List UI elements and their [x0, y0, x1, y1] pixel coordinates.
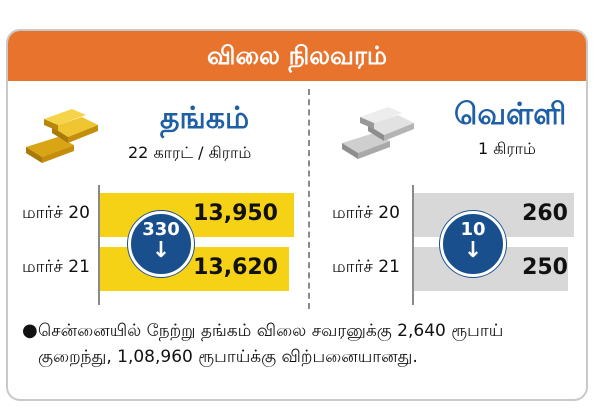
section-divider: [308, 89, 310, 309]
gold-bar-value: 13,950: [193, 201, 278, 226]
price-card: விலை நிலவரம் தங்கம் 22 காரட் / கிராம் மா…: [6, 29, 588, 401]
gold-bar-value: 13,620: [193, 255, 278, 280]
silver-title: வெள்ளி: [454, 97, 567, 132]
silver-bar-value: 250: [522, 255, 568, 280]
bullet-icon: ●: [22, 320, 38, 341]
silver-axis: [412, 185, 414, 305]
silver-bars-icon: [342, 107, 414, 159]
silver-change-value: 10: [460, 219, 486, 240]
gold-row-label: மார்ச் 20: [22, 203, 90, 223]
header-banner: விலை நிலவரம்: [8, 31, 586, 81]
news-note: சென்னையில் நேற்று தங்கம் விலை சவரனுக்கு …: [38, 321, 504, 367]
gold-axis: [98, 185, 100, 305]
down-arrow-icon: ↓: [151, 238, 171, 263]
silver-change-badge: 10 ↓: [440, 211, 506, 277]
gold-title: தங்கம்: [160, 101, 250, 136]
silver-row-label: மார்ச் 20: [332, 203, 400, 223]
down-arrow-icon: ↓: [463, 238, 483, 263]
gold-row-label: மார்ச் 21: [22, 257, 90, 277]
header-title: விலை நிலவரம்: [207, 41, 387, 70]
gold-unit: 22 காரட் / கிராம்: [128, 143, 252, 162]
silver-row-label: மார்ச் 21: [332, 257, 400, 277]
gold-change-badge: 330 ↓: [128, 211, 194, 277]
silver-bar-value: 260: [522, 201, 568, 226]
gold-bars-icon: [26, 109, 98, 163]
gold-change-value: 330: [142, 219, 180, 240]
silver-unit: 1 கிராம்: [478, 139, 536, 158]
